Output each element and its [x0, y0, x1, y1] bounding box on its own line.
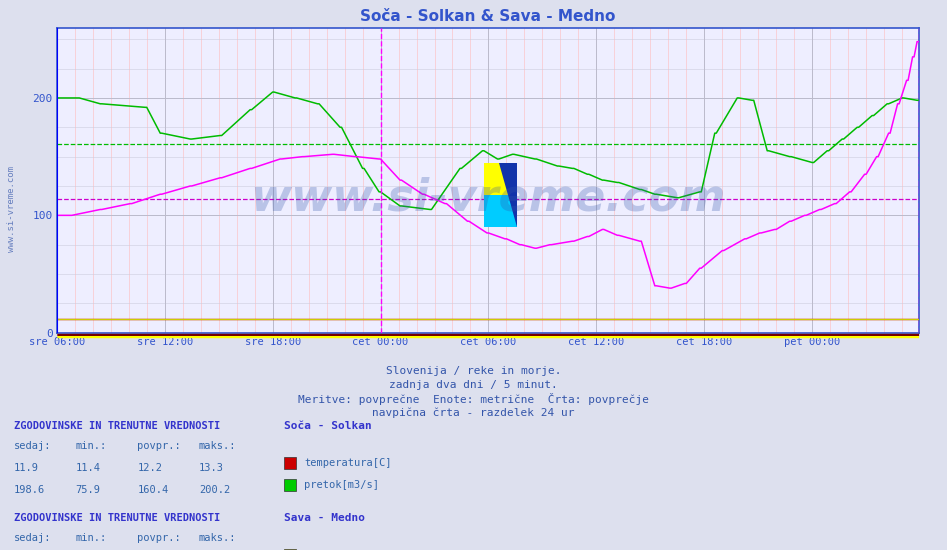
Text: min.:: min.:: [76, 533, 107, 543]
Text: povpr.:: povpr.:: [137, 533, 181, 543]
Text: sedaj:: sedaj:: [14, 533, 52, 543]
Bar: [484, 162, 517, 195]
Text: 198.6: 198.6: [14, 485, 45, 494]
Polygon shape: [499, 162, 517, 227]
Text: sedaj:: sedaj:: [14, 441, 52, 450]
Text: Meritve: povprečne  Enote: metrične  Črta: povprečje: Meritve: povprečne Enote: metrične Črta:…: [298, 393, 649, 405]
Text: 11.4: 11.4: [76, 463, 100, 472]
Text: 160.4: 160.4: [137, 485, 169, 494]
Text: Sava - Medno: Sava - Medno: [284, 513, 366, 523]
Text: temperatura[C]: temperatura[C]: [304, 458, 391, 468]
Text: Slovenija / reke in morje.: Slovenija / reke in morje.: [385, 366, 562, 376]
Text: 200.2: 200.2: [199, 485, 230, 494]
Title: Soča - Solkan & Sava - Medno: Soča - Solkan & Sava - Medno: [360, 9, 616, 24]
Text: povpr.:: povpr.:: [137, 441, 181, 450]
Text: ZGODOVINSKE IN TRENUTNE VREDNOSTI: ZGODOVINSKE IN TRENUTNE VREDNOSTI: [14, 513, 221, 523]
Text: Soča - Solkan: Soča - Solkan: [284, 421, 372, 431]
Text: maks.:: maks.:: [199, 441, 237, 450]
Text: 12.2: 12.2: [137, 463, 162, 472]
Text: zadnja dva dni / 5 minut.: zadnja dva dni / 5 minut.: [389, 379, 558, 389]
Text: www.si-vreme.com: www.si-vreme.com: [7, 166, 16, 252]
Text: navpična črta - razdelek 24 ur: navpična črta - razdelek 24 ur: [372, 407, 575, 417]
Text: ZGODOVINSKE IN TRENUTNE VREDNOSTI: ZGODOVINSKE IN TRENUTNE VREDNOSTI: [14, 421, 221, 431]
Bar: [484, 195, 517, 227]
Text: min.:: min.:: [76, 441, 107, 450]
Text: maks.:: maks.:: [199, 533, 237, 543]
Text: 13.3: 13.3: [199, 463, 223, 472]
Text: pretok[m3/s]: pretok[m3/s]: [304, 480, 379, 490]
Text: www.si-vreme.com: www.si-vreme.com: [250, 177, 725, 220]
Text: 11.9: 11.9: [14, 463, 39, 472]
Text: 75.9: 75.9: [76, 485, 100, 494]
